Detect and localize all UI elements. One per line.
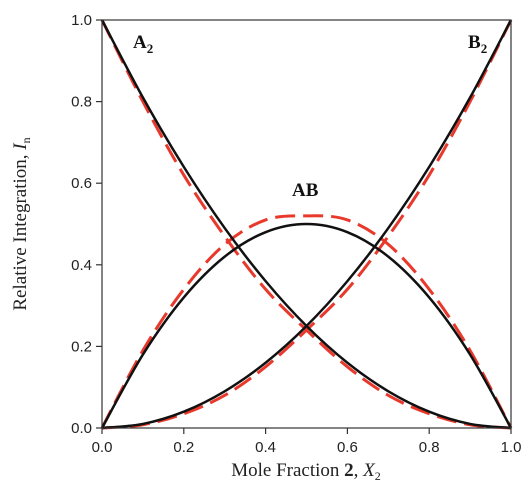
x-tick-label: 0.0: [92, 439, 113, 456]
x-tick-label: 1.0: [501, 439, 522, 456]
series-line-b2: [101, 19, 513, 430]
series-line-a2-fit: [100, 19, 512, 430]
series-label-b2: B2: [468, 32, 487, 56]
series-line-ab-fit: [100, 214, 513, 429]
series-label-ab: AB: [292, 180, 319, 201]
y-tick-label: 0.2: [71, 338, 92, 355]
y-tick-label: 0.4: [71, 257, 92, 274]
x-tick-label: 0.8: [419, 439, 440, 456]
series-label-a2: A2: [133, 32, 153, 56]
plot-frame: [101, 19, 512, 429]
y-axis-title: Relative Integration, In: [10, 137, 33, 310]
x-tick-label: 0.4: [255, 439, 276, 456]
x-axis-title: Mole Fraction 2, X2: [231, 460, 381, 483]
y-tick-label: 1.0: [71, 12, 92, 29]
x-tick-label: 0.2: [173, 439, 194, 456]
series-line-ab: [100, 222, 513, 429]
series-line-a2: [100, 19, 512, 430]
y-tick-label: 0.8: [71, 94, 92, 111]
fit-curves: [100, 19, 513, 430]
y-tick-label: 0.0: [71, 420, 92, 437]
x-tick-label: 0.6: [337, 439, 358, 456]
axis-ticks: 0.0 0.2 0.4 0.6 0.8 1.0 0.0 0.2 0.4 0.6 0.8 1.0: [71, 12, 521, 456]
y-tick-label: 0.6: [71, 175, 92, 192]
model-curves: [100, 19, 513, 430]
